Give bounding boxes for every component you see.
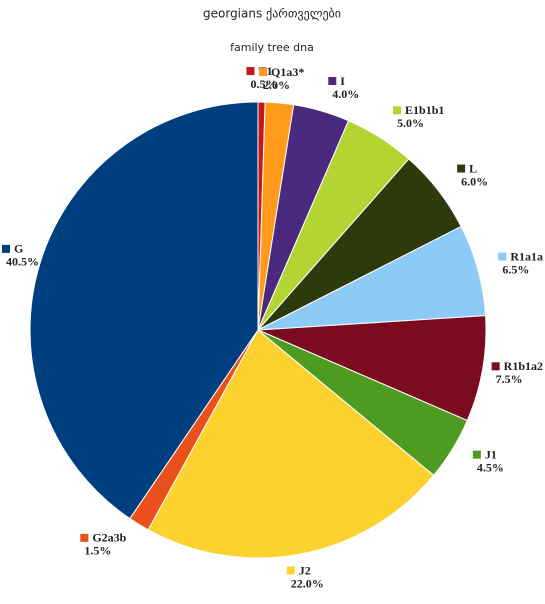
value-label: 4.0% [332,87,359,101]
value-label: 6.5% [502,262,529,276]
legend-swatch [457,164,466,173]
value-label: 5.0% [397,116,424,130]
slice-label: Q1a3*2.0% [259,65,304,92]
category-label: J2 [299,563,311,577]
chart-title: georgians ქართველები [203,7,341,21]
category-label: I [340,74,345,88]
category-label: Q1a3* [271,65,304,79]
value-label: 2.0% [263,78,290,92]
legend-swatch [328,77,337,86]
legend-swatch [491,362,500,371]
legend-swatch [472,450,481,459]
chart-subtitle: family tree dna [230,41,314,54]
legend-swatch [246,67,255,76]
category-label: R1b1a2 [504,359,543,373]
category-label: L [469,161,477,175]
slice-label: L6.0% [457,161,488,188]
value-label: 6.0% [461,174,488,188]
legend-swatch [286,566,295,575]
legend-swatch [80,533,89,542]
value-label: 1.5% [84,544,111,558]
legend-swatch [393,106,402,115]
category-label: J1 [485,447,497,461]
pie-slice [29,101,259,520]
category-label: R1a1a [510,249,543,263]
slice-label: J14.5% [472,447,504,474]
legend-swatch [2,244,10,253]
category-label: E1b1b1 [405,103,444,117]
legend-swatch [259,68,268,77]
value-label: 0.5% [250,77,277,91]
value-label: 7.5% [496,372,523,386]
pie-slice [147,329,435,559]
legend-swatch [498,252,507,261]
category-label: G2a3b [92,531,126,545]
value-label: 40.5% [6,255,39,269]
value-label: 4.5% [477,460,504,474]
slice-label: I4.0% [328,74,359,101]
category-label: G [14,242,23,256]
pie-slice [257,315,487,422]
value-label: 22.0% [291,576,324,590]
slice-label: G40.5% [2,242,39,269]
